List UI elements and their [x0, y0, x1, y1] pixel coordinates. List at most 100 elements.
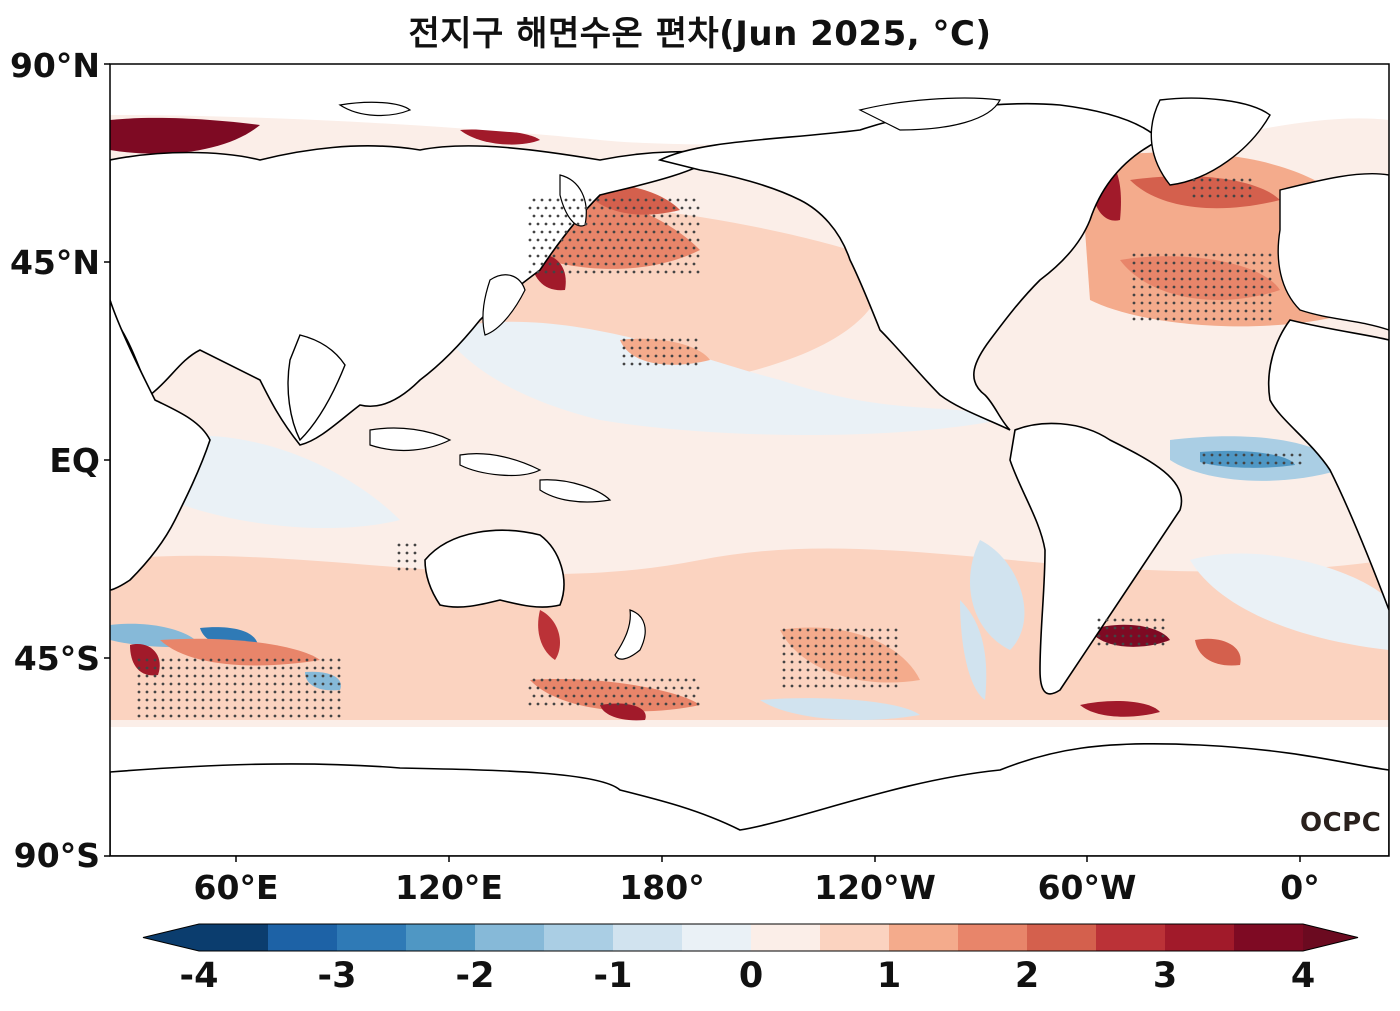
stipple-dot	[552, 686, 556, 690]
stipple-dot	[870, 644, 874, 648]
stipple-dot	[169, 698, 173, 702]
stipple-dot	[862, 652, 866, 656]
stipple-dot	[289, 682, 293, 686]
stipple-dot	[153, 714, 157, 718]
stipple-dot	[532, 262, 536, 266]
stipple-dot	[684, 214, 688, 218]
stipple-dot	[668, 230, 672, 234]
colorbar-segment	[751, 924, 821, 951]
stipple-dot	[592, 686, 596, 690]
stipple-dot	[612, 214, 616, 218]
stipple-dot	[806, 636, 810, 640]
stipple-dot	[1242, 461, 1246, 465]
stipple-dot	[257, 658, 261, 662]
stipple-dot	[1196, 253, 1200, 257]
anomaly-patch	[960, 600, 987, 700]
landmass-australia	[424, 529, 565, 608]
stipple-dot	[608, 222, 612, 226]
stipple-dot	[273, 674, 277, 678]
stipple-dot	[1252, 317, 1256, 321]
stipple-dot	[830, 644, 834, 648]
stipple-dot	[185, 714, 189, 718]
landmass-new-guinea	[539, 479, 612, 503]
stipple-dot	[564, 678, 568, 682]
stipple-dot	[1208, 186, 1212, 190]
stipple-dot	[265, 666, 269, 670]
stipple-dot	[560, 222, 564, 226]
stipple-dot	[1220, 301, 1224, 305]
stipple-dot	[169, 714, 173, 718]
stipple-dot	[672, 270, 676, 274]
stipple-dot	[193, 674, 197, 678]
stipple-dot	[672, 702, 676, 706]
stipple-dot	[660, 678, 664, 682]
stipple-dot	[854, 684, 858, 688]
stipple-dot	[337, 666, 341, 670]
stipple-dot	[1228, 309, 1232, 313]
stipple-dot	[572, 214, 576, 218]
stipple-dot	[397, 567, 401, 571]
stipple-dot	[321, 690, 325, 694]
stipple-dot	[838, 636, 842, 640]
stipple-dot	[678, 362, 682, 366]
stipple-dot	[632, 222, 636, 226]
stipple-dot	[854, 636, 858, 640]
stipple-dot	[225, 706, 229, 710]
stipple-dot	[1172, 253, 1176, 257]
stipple-dot	[1161, 626, 1165, 630]
stipple-dot	[1140, 293, 1144, 297]
landmass-japan	[482, 274, 526, 336]
stipple-dot	[652, 246, 656, 250]
y-tick-label: 90°N	[9, 46, 100, 85]
stipple-dot	[680, 206, 684, 210]
stipple-dot	[620, 230, 624, 234]
stipple-dot	[696, 222, 700, 226]
stipple-dot	[648, 686, 652, 690]
stipple-dot	[656, 702, 660, 706]
stipple-dot	[321, 698, 325, 702]
stipple-dot	[1220, 261, 1224, 265]
stipple-dot	[265, 658, 269, 662]
stipple-dot	[405, 551, 409, 555]
stipple-dot	[201, 698, 205, 702]
stipple-dot	[1140, 317, 1144, 321]
stipple-dot	[556, 198, 560, 202]
stipple-dot	[1274, 453, 1278, 457]
stipple-dot	[894, 652, 898, 656]
stipple-dot	[185, 658, 189, 662]
stipple-dot	[313, 698, 317, 702]
stipple-dot	[870, 668, 874, 672]
stipple-dot	[201, 658, 205, 662]
stipple-dot	[622, 338, 626, 342]
stipple-dot	[646, 346, 650, 350]
stipple-dot	[580, 262, 584, 266]
stipple-dot	[1105, 634, 1109, 638]
stipple-dot	[1260, 285, 1264, 289]
stipple-dot	[544, 686, 548, 690]
stipple-dot	[782, 636, 786, 640]
stipple-dot	[654, 338, 658, 342]
stipple-dot	[600, 206, 604, 210]
stipple-dot	[830, 660, 834, 664]
stipple-dot	[696, 254, 700, 258]
stipple-dot	[273, 714, 277, 718]
stipple-dot	[846, 644, 850, 648]
stipple-dot	[676, 198, 680, 202]
stipple-dot	[1220, 277, 1224, 281]
landmass-arctic-islands	[858, 97, 1001, 131]
stipple-dot	[638, 346, 642, 350]
stipple-dot	[676, 262, 680, 266]
stipple-dot	[580, 230, 584, 234]
stipple-dot	[1268, 261, 1272, 265]
stipple-dot	[1188, 269, 1192, 273]
stipple-dot	[662, 362, 666, 366]
stipple-dot	[830, 676, 834, 680]
stipple-dot	[894, 636, 898, 640]
stipple-dot	[564, 694, 568, 698]
stipple-dot	[1153, 626, 1157, 630]
stipple-dot	[193, 690, 197, 694]
stipple-dot	[692, 214, 696, 218]
stipple-dot	[1258, 461, 1262, 465]
stipple-dot	[305, 682, 309, 686]
stipple-dot	[273, 698, 277, 702]
